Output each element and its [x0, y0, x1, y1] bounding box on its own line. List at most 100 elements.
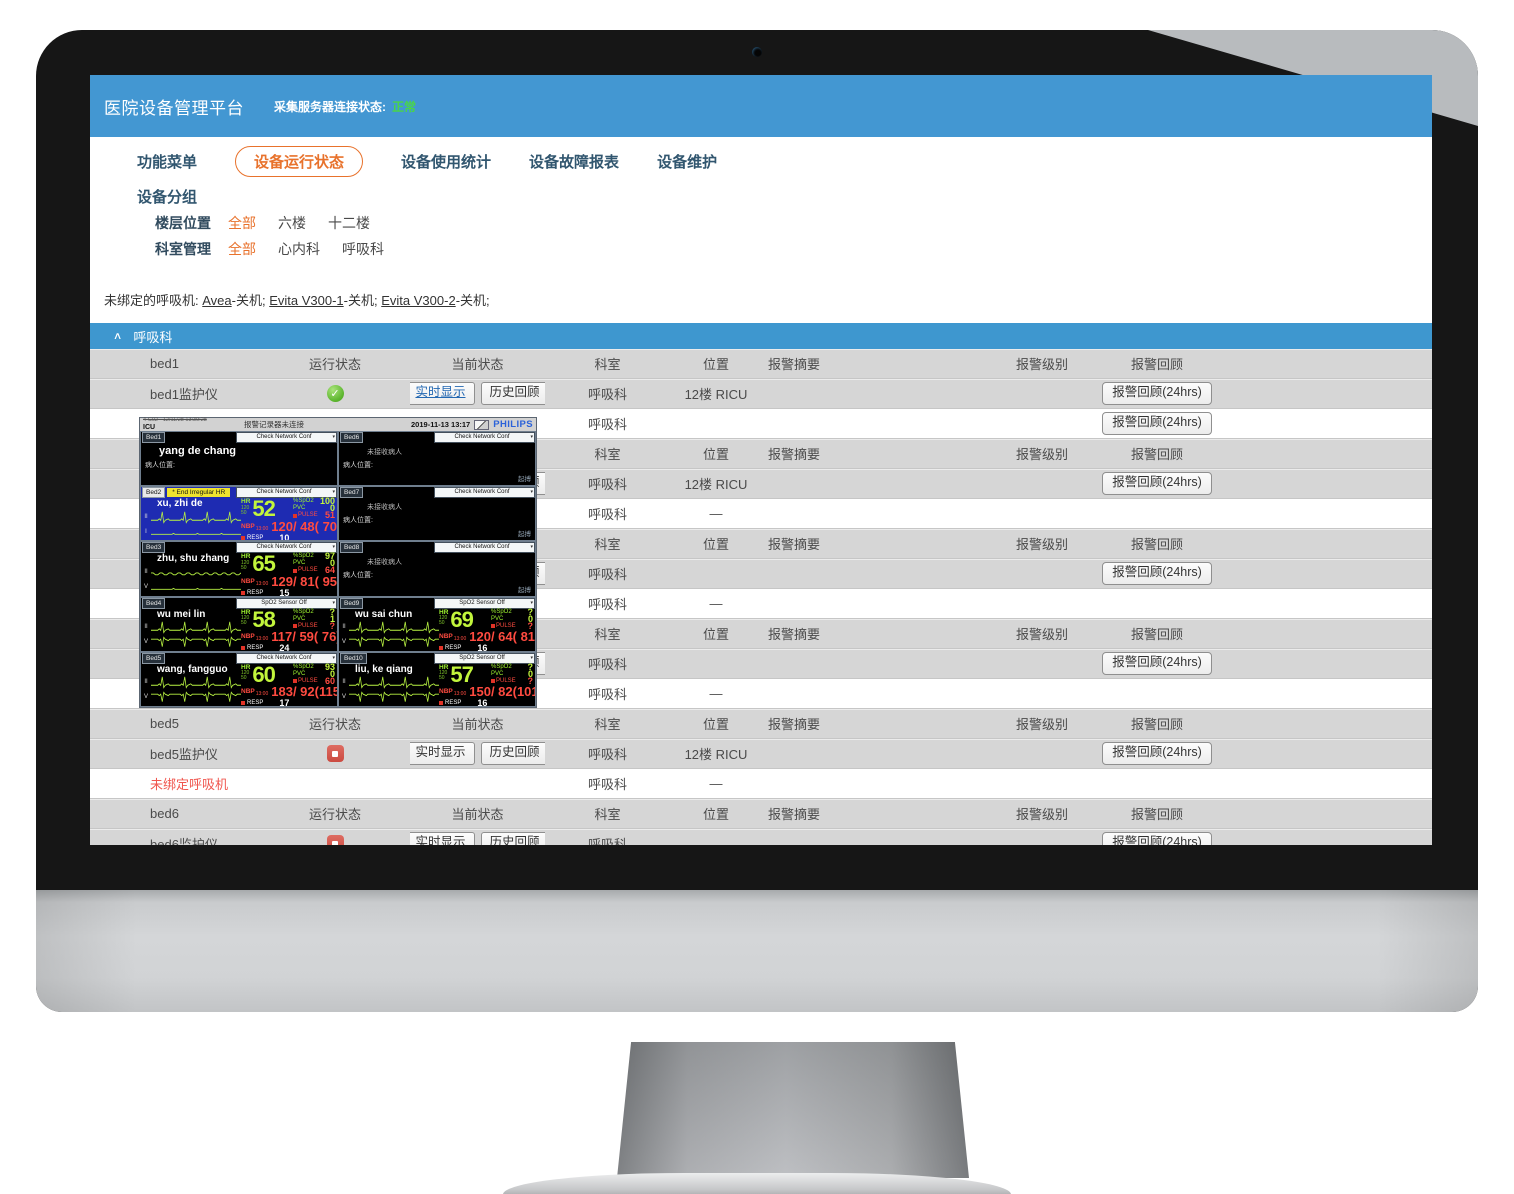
- imac-monitor-frame: 医院设备管理平台 采集服务器连接状态: 正常 功能菜单 设备运行状态 设备使用统计…: [36, 30, 1478, 1194]
- hr-limit-high: 120: [439, 670, 448, 677]
- history-review-button[interactable]: 历史回顾: [480, 382, 545, 405]
- device-group-label: 设备分组: [137, 189, 198, 206]
- alarm-off-icon: [491, 679, 495, 684]
- monitor-bed-cell[interactable]: Bed2 * End Irregular HR Check Network Conf…: [140, 486, 338, 542]
- monitor-bed-cell[interactable]: Bed9 SpO2 Sensor Off ▾ wu sai chun II V HR 120 5…: [338, 596, 536, 652]
- collapse-icon[interactable]: ∧: [112, 330, 123, 342]
- spo2-pvc-pulse-stack: %SpO2 100 PVC 0 PULSE 51: [293, 497, 335, 520]
- alarm-review-24hrs-button[interactable]: 报警回顾(24hrs): [1102, 382, 1212, 405]
- bed-id-label: Bed4: [142, 597, 166, 609]
- vital-label: PULSE: [298, 567, 318, 574]
- bed-status-dropdown[interactable]: Check Network Conf ▾: [236, 432, 337, 443]
- bed-status-dropdown[interactable]: Check Network Conf ▾: [434, 432, 535, 443]
- bed-status-dropdown[interactable]: SpO2 Sensor Off ▾: [236, 597, 337, 609]
- pulse-readout: PULSE?: [491, 676, 533, 685]
- monitor-bed-cell[interactable]: Bed3 Check Network Conf ▾ zhu, shu zhang II V…: [140, 541, 338, 597]
- tab-device-maintenance[interactable]: 设备维护: [657, 154, 718, 171]
- monitor-device-row: bed6监护仪 实时显示 历史回顾 呼吸科 报警回顾(24hrs): [90, 829, 1432, 845]
- hr-value: 57: [450, 661, 474, 687]
- monitor-bed-cell[interactable]: Bed1 Check Network Conf ▾ yang de chang 病人位置…: [140, 431, 338, 487]
- chevron-down-icon: ▾: [332, 544, 335, 551]
- alarm-review-24hrs-button[interactable]: 报警回顾(24hrs): [1102, 652, 1212, 675]
- bed-status-dropdown[interactable]: SpO2 Sensor Off ▾: [434, 652, 535, 664]
- monitor-bed-cell[interactable]: Bed7 Check Network Conf ▾ 未接收病人 病人位置: 起搏: [338, 486, 536, 542]
- monitor-bed-cell[interactable]: Bed5 Check Network Conf ▾ wang, fangguo II V H…: [140, 651, 338, 707]
- bed-id-label: Bed7: [340, 487, 364, 499]
- floor-option-6f[interactable]: 六楼: [278, 215, 306, 231]
- dept-option-all[interactable]: 全部: [228, 241, 256, 257]
- ventilator-link-evita-v300-1[interactable]: Evita V300-1: [269, 293, 344, 308]
- hr-label: HR 120 50: [241, 664, 250, 685]
- monitor-bed-cell[interactable]: Bed8 Check Network Conf ▾ 未接收病人 病人位置: 起搏: [338, 541, 536, 597]
- alarm-review-24hrs-button[interactable]: 报警回顾(24hrs): [1102, 472, 1212, 495]
- monitor-bed-cell[interactable]: Bed4 SpO2 Sensor Off ▾ wu mei lin II V HR 120 50…: [140, 596, 338, 652]
- vital-readout: %SpO2?: [491, 607, 533, 616]
- vital-label: PVC: [491, 615, 504, 622]
- col-header-dept: 科室: [594, 627, 621, 642]
- main-nav: 功能菜单 设备运行状态 设备使用统计 设备故障报表 设备维护: [137, 146, 1432, 177]
- bed-status-dropdown[interactable]: Check Network Conf ▾: [236, 542, 337, 554]
- dept-cell: 呼吸科: [587, 657, 627, 672]
- alarm-review-24hrs-button[interactable]: 报警回顾(24hrs): [1102, 412, 1212, 435]
- floor-option-12f[interactable]: 十二楼: [328, 215, 370, 231]
- vital-readout: %SpO2 100: [293, 497, 335, 506]
- tab-device-run-status[interactable]: 设备运行状态: [235, 146, 364, 177]
- ventilator-link-avea[interactable]: Avea: [202, 293, 232, 308]
- floor-filter-label: 楼层位置: [155, 215, 211, 231]
- col-header-review: 报警回顾: [1130, 447, 1183, 462]
- bed-status-dropdown[interactable]: Check Network Conf ▾: [434, 542, 535, 554]
- nbp-block: NBP 13:00 120/ 48( 70): [241, 519, 337, 534]
- loc-cell: 12楼 RICU: [684, 387, 748, 402]
- realtime-display-button[interactable]: 实时显示: [410, 832, 475, 845]
- nbp-value: 150/ 82(101): [469, 684, 536, 700]
- hr-value: 65: [252, 551, 276, 577]
- monitor-bed-cell[interactable]: Bed10 SpO2 Sensor Off ▾ liu, ke qiang II V HR 1…: [338, 651, 536, 707]
- hr-label-text: HR: [439, 608, 449, 616]
- bed-id-label: Bed3: [142, 542, 166, 554]
- bed-status-dropdown[interactable]: SpO2 Sensor Off ▾: [434, 597, 535, 609]
- current-status-cell: 实时显示历史回顾: [410, 382, 545, 405]
- hr-label: HR 120 50: [241, 609, 250, 630]
- bed-cell-header: Bed7 Check Network Conf ▾: [339, 487, 535, 499]
- alarm-review-24hrs-button[interactable]: 报警回顾(24hrs): [1102, 832, 1212, 845]
- waveform-row: II: [141, 509, 241, 524]
- bed-label: bed5: [150, 716, 179, 731]
- tab-device-usage-stats[interactable]: 设备使用统计: [401, 154, 492, 171]
- ventilator-link-evita-v300-2[interactable]: Evita V300-2: [381, 293, 456, 308]
- bed-cell-header: Bed2 * End Irregular HR Check Network Conf…: [141, 487, 337, 499]
- pulse-readout: PULSE 51: [293, 511, 335, 520]
- bed-id-label: Bed2: [142, 487, 166, 499]
- monitor-bed-cell[interactable]: Bed6 Check Network Conf ▾ 未接收病人 病人位置: 起搏: [338, 431, 536, 487]
- chevron-down-icon: ▾: [530, 599, 533, 606]
- bed-status-dropdown[interactable]: Check Network Conf ▾: [434, 487, 535, 499]
- bed-id-label: Bed10: [340, 652, 367, 664]
- col-header-review: 报警回顾: [1130, 807, 1183, 822]
- dept-option-respiratory[interactable]: 呼吸科: [342, 241, 384, 257]
- chevron-down-icon: ▾: [332, 434, 335, 440]
- section-header-respiratory[interactable]: ∧ 呼吸科: [90, 323, 1432, 349]
- bed-id-label: Bed5: [142, 652, 166, 664]
- current-status-cell: 实时显示历史回顾: [410, 832, 545, 845]
- dept-option-cardiology[interactable]: 心内科: [278, 241, 320, 257]
- bed-status-dropdown[interactable]: Check Network Conf ▾: [236, 652, 337, 664]
- col-header-dept: 科室: [594, 807, 621, 822]
- history-review-button[interactable]: 历史回顾: [480, 742, 545, 765]
- bed-status-dropdown[interactable]: Check Network Conf ▾: [236, 487, 337, 499]
- hr-label: HR 120 50: [439, 608, 449, 630]
- alarm-review-24hrs-button[interactable]: 报警回顾(24hrs): [1102, 742, 1212, 765]
- realtime-display-button[interactable]: 实时显示: [410, 742, 475, 765]
- resp-block: RESP 17: [241, 698, 335, 706]
- waveform-row: V: [141, 579, 241, 594]
- bed-cell-header: Bed6 Check Network Conf ▾: [339, 432, 535, 443]
- history-review-button[interactable]: 历史回顾: [480, 832, 545, 845]
- tab-device-fault-report[interactable]: 设备故障报表: [529, 154, 620, 171]
- alarm-review-cell: 报警回顾(24hrs): [1102, 652, 1212, 675]
- loc-cell: —: [709, 686, 723, 701]
- realtime-display-button[interactable]: 实时显示: [410, 382, 475, 405]
- bed-alert-label: * End Irregular HR: [167, 488, 231, 498]
- floor-option-all[interactable]: 全部: [228, 215, 256, 231]
- col-header-review: 报警回顾: [1130, 537, 1183, 552]
- nbp-label: NBP: [241, 688, 255, 696]
- col-header-level: 报警级别: [1015, 717, 1068, 732]
- alarm-review-24hrs-button[interactable]: 报警回顾(24hrs): [1102, 562, 1212, 585]
